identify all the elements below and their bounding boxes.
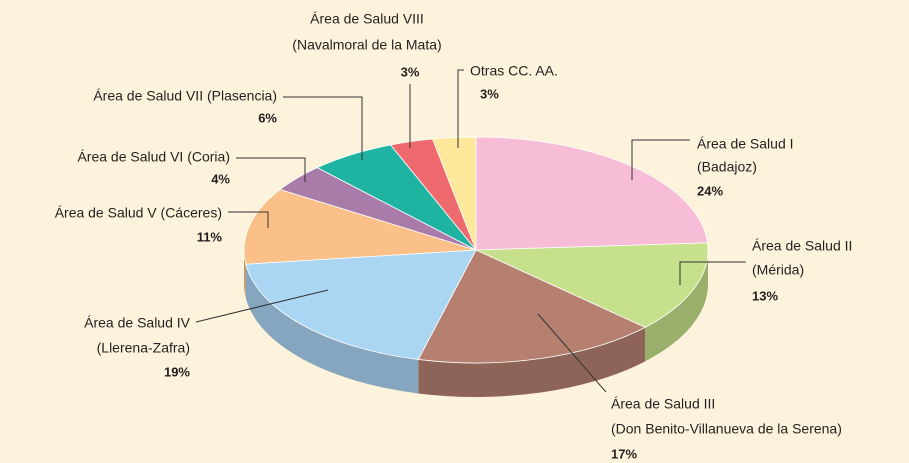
slice-label: Área de Salud V (Cáceres) [55,205,222,221]
slice [245,249,477,360]
value-label: 4% [211,171,230,186]
leader-line [679,261,746,285]
value-label: 6% [258,110,277,125]
value-label: 13% [752,288,778,303]
slice [417,249,647,364]
slice-label: (Navalmoral de la Mata) [292,37,441,53]
slice [475,242,709,328]
slice-label: Área de Salud III [611,396,715,412]
leader-line [537,313,607,393]
leader-line [631,139,690,180]
slice-label: Área de Salud I [697,136,794,152]
slice-label: (Badajoz) [697,159,757,175]
value-label: 19% [164,364,190,379]
labels: Área de Salud I (Badajoz) 24% Área de Salud… [55,11,853,462]
value-label: 11% [197,229,223,244]
slice [243,189,477,265]
slice-label: (Llerena-Zafra) [97,340,190,356]
value-label: 3% [401,64,420,79]
slice-label: Área de Salud II [752,238,852,254]
slice-label: (Mérida) [752,262,804,278]
slice-side [645,250,708,362]
pie-sides [244,250,708,397]
leader-line [228,211,269,228]
value-label: 3% [480,86,499,101]
slice-label: (Don Benito-Villanueva de la Serena) [611,421,842,437]
slice [475,136,708,251]
slice-side [244,250,246,299]
slice-label: Otras CC. AA. [470,63,558,79]
leader-line [457,69,464,148]
slice-label: Área de Salud IV [84,315,191,331]
leader-line [283,96,363,160]
leader-line [195,289,329,323]
slice-side [245,264,419,394]
pie-tops [243,136,709,364]
slice [431,136,477,251]
slice-label: Área de Salud VII (Plasencia) [93,88,277,104]
slice-side [418,327,646,397]
slice-label: Área de Salud VIII [310,11,424,27]
slice-label: Área de Salud VI (Coria) [77,149,230,165]
leader-line [236,157,306,182]
value-label: 24% [697,183,723,198]
value-label: 17% [611,446,637,461]
